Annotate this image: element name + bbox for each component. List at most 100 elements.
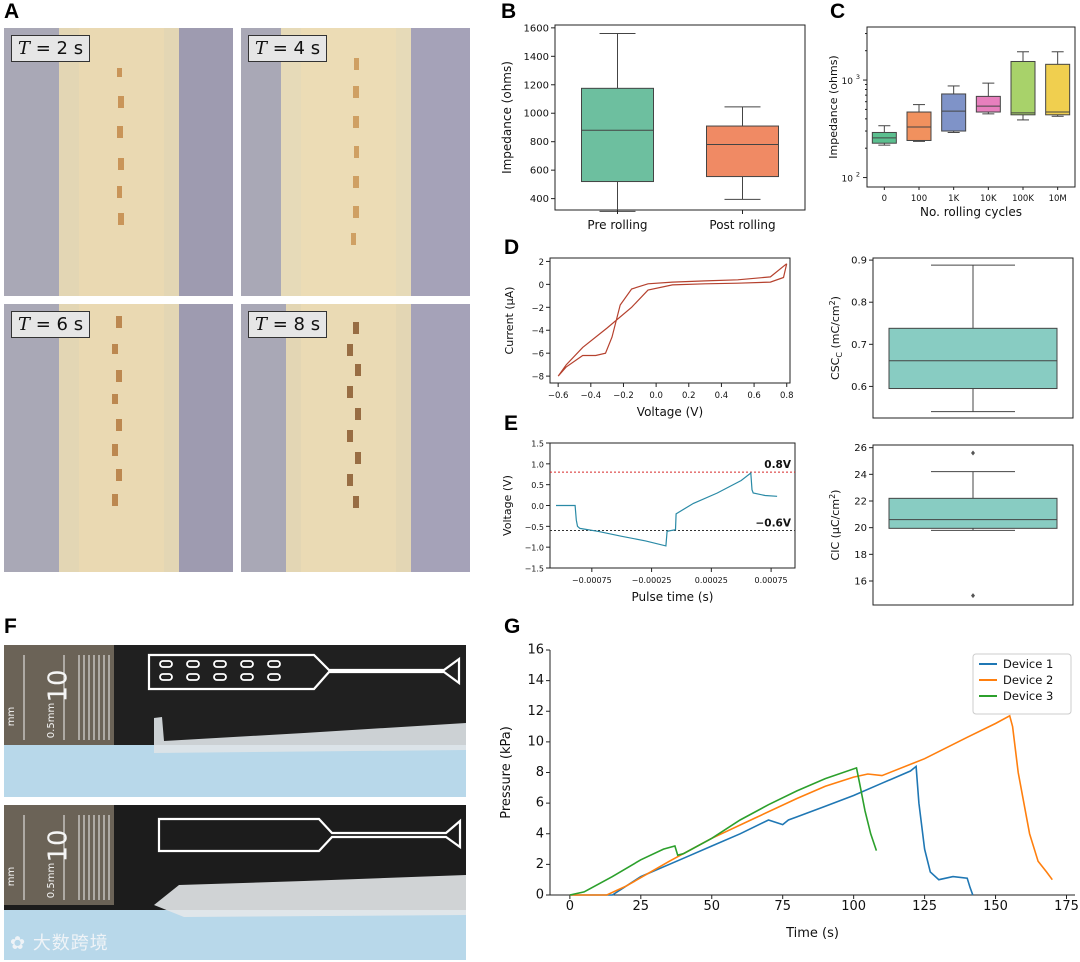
y-tick-label: 0 <box>539 281 544 291</box>
reference-line-label: 0.8V <box>764 459 792 471</box>
x-tick-label: 0.4 <box>715 391 729 401</box>
y-tick-label: 1600 <box>524 23 549 34</box>
x-tick-label: 0.8 <box>780 391 794 401</box>
y-tick-label: 24 <box>854 470 867 481</box>
plot-frame <box>549 442 796 569</box>
chart-g-pressure-time: 0 2 4 6 8 10 12 14 16 0 25 50 75 100 125 150 175 Pressure… <box>499 643 1079 942</box>
y-tick-label: 0.9 <box>851 256 867 267</box>
watermark: ✿ 大数跨境 <box>10 933 109 954</box>
box-iqr <box>581 87 654 183</box>
photo-time-label: T = 4 s <box>248 35 328 62</box>
y-tick-label: 6 <box>536 796 544 811</box>
y-tick-label: 10 <box>527 734 544 749</box>
chart-cic-box: 16 18 20 22 24 26 CIC (μC/cm2) <box>828 443 1074 606</box>
box-iqr <box>888 327 1058 390</box>
y-tick-label: 1400 <box>524 52 549 63</box>
y-tick-label: −2 <box>531 304 544 314</box>
plot-frame <box>866 26 1076 188</box>
y-tick-label: 0.8 <box>851 298 867 309</box>
series-line-device-1 <box>569 764 974 896</box>
x-tick-label: 0 <box>566 899 574 914</box>
x-tick-label: 10M <box>1049 194 1067 204</box>
panel-letter-f: F <box>4 615 17 638</box>
box-iqr <box>906 111 932 141</box>
x-tick-label: Post rolling <box>709 218 775 232</box>
y-tick-label: 0.7 <box>851 340 867 351</box>
cv-series-line <box>557 263 788 377</box>
x-tick-label: −0.00025 <box>632 576 672 585</box>
box-iqr <box>706 125 779 178</box>
ruler-unit: mm <box>6 706 18 727</box>
y-tick-label: −0.5 <box>525 523 544 532</box>
y-tick-exponent: 3 <box>856 73 860 81</box>
y-tick-label: −1.5 <box>525 565 544 574</box>
photo-time-label: T = 8 s <box>248 311 328 338</box>
y-tick-label: 400 <box>530 194 549 205</box>
panel-letter-g: G <box>504 615 521 638</box>
photo-t2: T = 2 s <box>4 28 233 296</box>
panel-letter-e: E <box>504 412 519 435</box>
x-tick-label: 100K <box>1012 194 1034 204</box>
x-tick-label: 75 <box>774 899 791 914</box>
y-tick-label: 10 <box>842 77 854 87</box>
y-tick-label: 0 <box>536 888 544 903</box>
series-line-device-3 <box>569 766 878 896</box>
photo-t8-image <box>241 304 470 572</box>
y-tick-label: 16 <box>527 643 544 658</box>
x-tick-label: 0.6 <box>747 391 761 401</box>
y-tick-label: 1200 <box>524 80 549 91</box>
photo-time-label: T = 2 s <box>11 35 91 62</box>
y-tick-label: 0.0 <box>531 502 544 511</box>
chart-d-cv-curve: 2 0 −2 −4 −6 −8 −0.6 −0.4 −0.2 0.0 0.2 0.4 0.6 0.8 Cur… <box>503 257 794 419</box>
x-axis-label: No. rolling cycles <box>920 205 1022 219</box>
plot-frame <box>549 257 791 384</box>
reference-line-label: −0.6V <box>755 518 791 530</box>
y-tick-label: −1.0 <box>525 544 544 553</box>
y-tick-exponent: 2 <box>856 171 860 179</box>
panel-letter-b: B <box>501 0 517 23</box>
photo-device-swollen: 10 mm 0.5mm <box>4 805 466 960</box>
photo-device-flat: 10 mm 0.5mm <box>4 645 466 797</box>
y-tick-label: −8 <box>531 373 544 383</box>
box-iqr <box>1010 60 1036 116</box>
legend-box <box>972 653 1072 715</box>
box-iqr <box>888 497 1058 529</box>
photo-t4: T = 4 s <box>241 28 470 296</box>
y-tick-label: 16 <box>854 577 867 588</box>
y-tick-label: 14 <box>527 673 544 688</box>
x-tick-label: 100 <box>841 899 866 914</box>
x-axis-label: Time (s) <box>785 926 839 941</box>
y-axis-label: Voltage (V) <box>501 475 514 536</box>
x-tick-label: 10K <box>980 194 997 204</box>
y-tick-label: 20 <box>854 523 867 534</box>
photo-time-label: T = 6 s <box>11 311 91 338</box>
y-tick-label: 2 <box>539 258 544 268</box>
y-tick-label: 0.6 <box>851 382 867 393</box>
x-tick-label: 0.00025 <box>695 576 728 585</box>
outlier-point <box>971 450 975 456</box>
box-iqr <box>975 95 1001 113</box>
y-tick-label: 1.5 <box>531 440 544 449</box>
x-tick-label: −0.00075 <box>572 576 612 585</box>
y-tick-label: −6 <box>531 350 544 360</box>
plot-frame <box>554 24 806 211</box>
y-tick-label: 1000 <box>524 109 549 120</box>
y-axis-label: Pressure (kPa) <box>499 726 514 819</box>
box-iqr <box>941 93 967 132</box>
ruler-unit: mm <box>6 866 18 887</box>
y-tick-label: 0.5 <box>531 481 544 490</box>
x-axis-label: Pulse time (s) <box>632 590 714 604</box>
x-tick-label: 0 <box>882 194 887 204</box>
plot-frame <box>872 257 1074 419</box>
x-tick-label: −0.2 <box>613 391 634 401</box>
y-axis-label: Impedance (ohms) <box>500 61 514 174</box>
chart-csc-box: 0.6 0.7 0.8 0.9 CSCC (mC/cm2) <box>828 256 1074 419</box>
x-tick-label: 0.0 <box>649 391 663 401</box>
y-tick-label: 2 <box>536 857 544 872</box>
x-tick-label: 0.00075 <box>755 576 788 585</box>
legend-label: Device 2 <box>1003 673 1053 687</box>
y-tick-label: 18 <box>854 550 867 561</box>
y-tick-label: 1.0 <box>531 460 544 469</box>
y-axis-label: Impedance (ohms) <box>827 55 840 158</box>
